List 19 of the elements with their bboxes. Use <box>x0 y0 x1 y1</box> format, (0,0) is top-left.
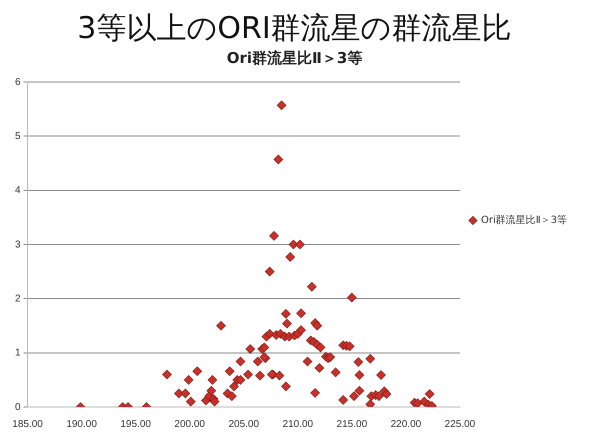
y-tick-label: 3 <box>15 239 21 250</box>
chart-title: 3等以上のORI群流星の群流星比 <box>77 10 512 46</box>
x-tick-label: 195.00 <box>120 418 152 430</box>
x-tick-label: 200.00 <box>174 418 206 430</box>
y-tick-label: 2 <box>15 293 21 304</box>
x-tick-label: 185.00 <box>12 418 44 430</box>
x-tick-label: 215.00 <box>336 418 368 430</box>
x-tick-label: 210.00 <box>282 418 314 430</box>
x-tick-label: 220.00 <box>390 418 422 430</box>
x-tick-label: 225.00 <box>444 418 476 430</box>
legend-label: Ori群流星比Ⅱ＞3等 <box>480 214 567 226</box>
y-tick-label: 5 <box>15 130 21 142</box>
y-tick-label: 6 <box>15 76 21 88</box>
y-tick-label: 0 <box>15 402 21 413</box>
y-tick-label: 1 <box>15 348 21 359</box>
x-tick-label: 205.00 <box>228 418 260 430</box>
y-tick-label: 4 <box>15 185 21 196</box>
chart-subtitle: Ori群流星比Ⅱ＞3等 <box>226 48 362 67</box>
x-tick-label: 190.00 <box>66 418 98 430</box>
